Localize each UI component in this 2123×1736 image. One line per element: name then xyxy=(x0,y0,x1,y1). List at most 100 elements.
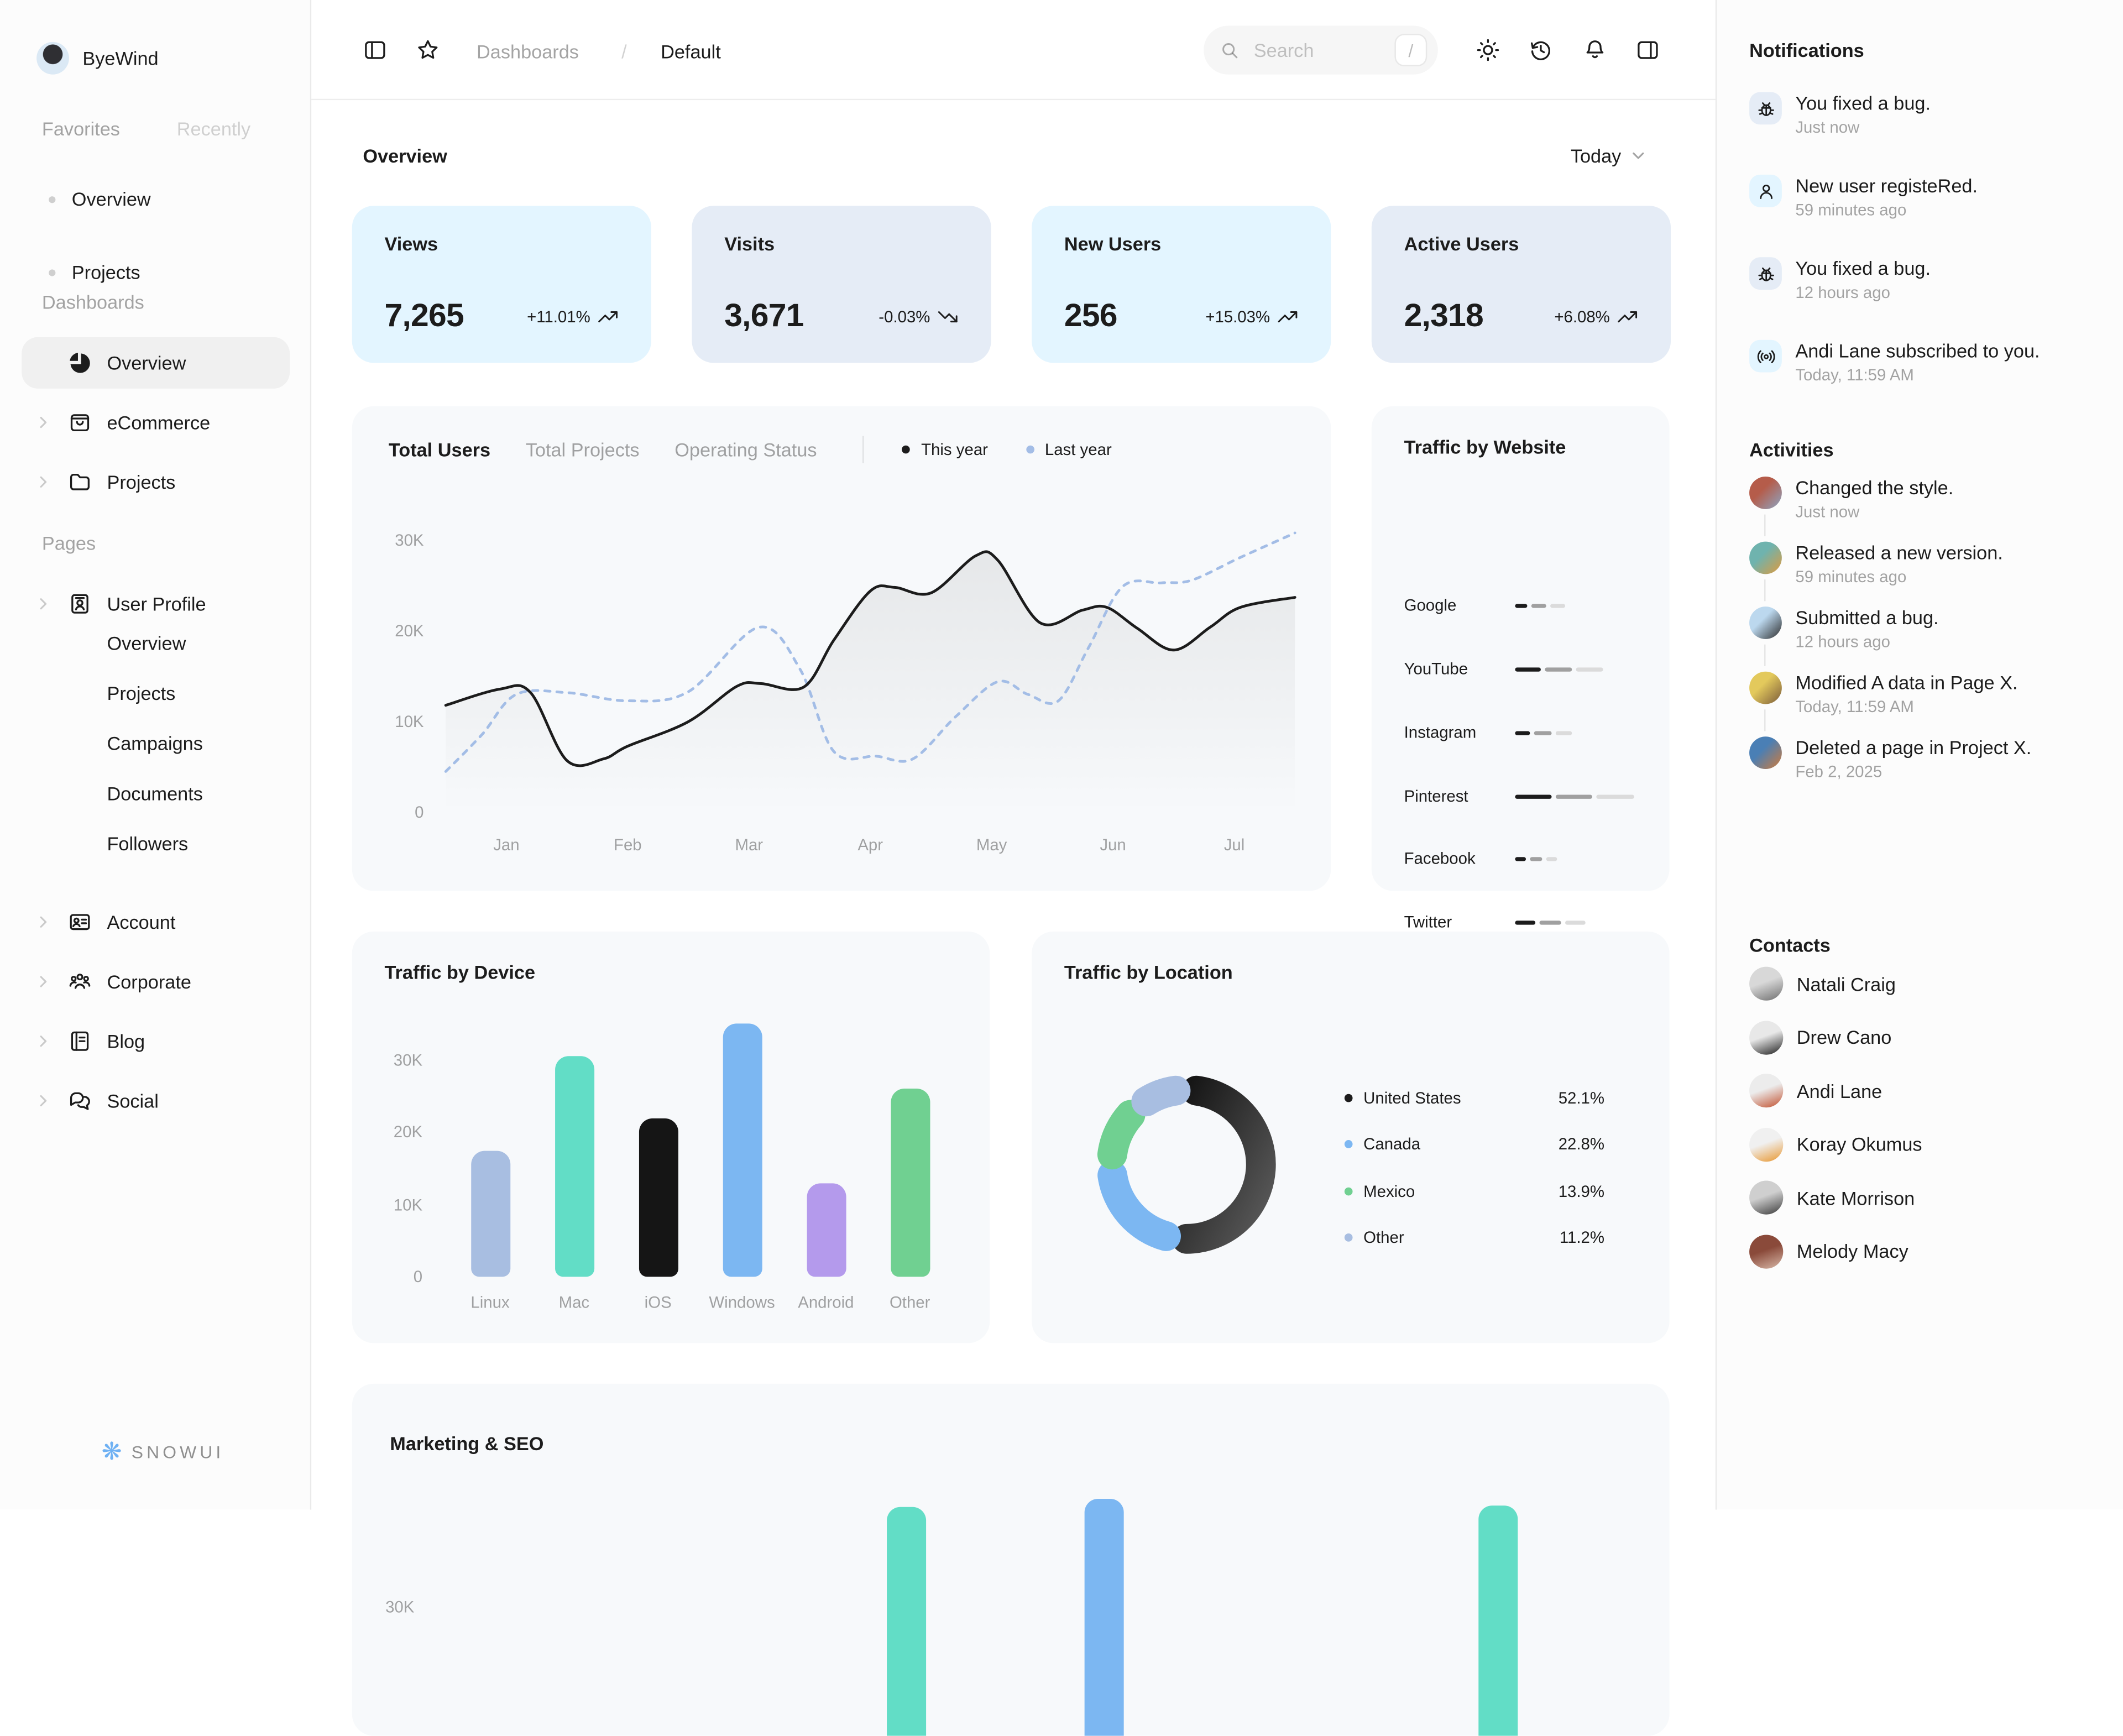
chevron-right-icon xyxy=(34,413,61,432)
activity-text: Submitted a bug. 12 hours ago xyxy=(1795,606,1938,651)
contact-item[interactable]: Melody Macy xyxy=(1749,1234,2092,1268)
website-name: Facebook xyxy=(1404,849,1476,868)
contact-item[interactable]: Andi Lane xyxy=(1749,1074,2092,1108)
activity-time: Feb 2, 2025 xyxy=(1795,762,1883,782)
x-tick-label: Feb xyxy=(614,836,642,854)
activity-item[interactable]: Modified A data in Page X. Today, 11:59 A… xyxy=(1749,671,2092,717)
sidebar-item-blog[interactable]: Blog xyxy=(22,1016,290,1067)
notifications-header: Notifications xyxy=(1749,39,1864,61)
breadcrumb-page[interactable]: Default xyxy=(661,40,721,62)
traffic-bar-segment xyxy=(1515,856,1526,861)
theme-toggle-icon[interactable] xyxy=(1476,38,1500,62)
legend-dot xyxy=(902,445,911,454)
traffic-bar-segment xyxy=(1539,920,1561,924)
notification-time: 12 hours ago xyxy=(1795,283,1890,302)
chart-tab-operating-status[interactable]: Operating Status xyxy=(674,438,817,461)
trend-down-icon xyxy=(937,306,959,327)
website-row-instagram[interactable]: Instagram xyxy=(1404,719,1643,746)
contact-name: Koray Okumus xyxy=(1796,1133,1922,1155)
x-tick-label: iOS xyxy=(644,1293,672,1313)
website-row-twitter[interactable]: Twitter xyxy=(1404,908,1643,935)
sidebar-item-projects[interactable]: Projects xyxy=(22,253,290,291)
people-group-icon xyxy=(67,969,95,994)
period-dropdown[interactable]: Today xyxy=(1571,145,1648,166)
panel-title: Traffic by Device xyxy=(384,961,536,983)
stat-card-delta: +11.01% xyxy=(527,306,619,327)
website-row-pinterest[interactable]: Pinterest xyxy=(1404,783,1643,810)
sidebar-subitem-followers[interactable]: Followers xyxy=(107,833,189,855)
stat-card-value-row: 7,265 +11.01% xyxy=(385,298,619,336)
sidebar-subitem-campaigns[interactable]: Campaigns xyxy=(107,732,203,755)
history-icon[interactable] xyxy=(1529,38,1553,62)
x-tick-label: Mar xyxy=(735,836,763,854)
sidebar-section-label: Pages xyxy=(41,532,96,554)
activity-item[interactable]: Changed the style. Just now xyxy=(1749,477,2092,521)
user-account[interactable]: ByeWind xyxy=(36,41,159,75)
search-box[interactable]: / xyxy=(1204,25,1438,75)
x-tick-label: Android xyxy=(798,1293,854,1313)
chart-tab-total-users[interactable]: Total Users xyxy=(388,438,491,461)
contact-item[interactable]: Drew Cano xyxy=(1749,1020,2092,1054)
sidebar-subitem-projects[interactable]: Projects xyxy=(107,682,176,704)
marketing-seo-panel: Marketing & SEO 30K xyxy=(352,1383,1670,1736)
sidebar-item-account[interactable]: Account xyxy=(22,896,290,948)
website-row-google[interactable]: Google xyxy=(1404,592,1643,619)
sidebar-item-overview[interactable]: Overview xyxy=(22,180,290,218)
sidebar-subitem-overview[interactable]: Overview xyxy=(107,632,186,654)
stat-card-delta-text: +6.08% xyxy=(1554,307,1610,327)
sidebar-subitem-documents[interactable]: Documents xyxy=(107,782,203,804)
x-tick-label: Linux xyxy=(470,1293,510,1313)
contact-name: Drew Cano xyxy=(1796,1026,1892,1048)
website-row-youtube[interactable]: YouTube xyxy=(1404,655,1643,682)
chart-tab-total-projects[interactable]: Total Projects xyxy=(525,438,640,461)
x-tick-label: May xyxy=(976,836,1007,854)
sidebar-item-ecommerce[interactable]: eCommerce xyxy=(22,397,290,448)
website-row-facebook[interactable]: Facebook xyxy=(1404,845,1643,872)
website-name: Google xyxy=(1404,595,1457,615)
sidebar-item-corporate[interactable]: Corporate xyxy=(22,956,290,1007)
notification-item[interactable]: You fixed a bug. Just now xyxy=(1749,92,2092,137)
notification-item[interactable]: New user registeRed. 59 minutes ago xyxy=(1749,174,2092,219)
stat-card-visits: Visits 3,671 -0.03% xyxy=(692,206,991,363)
sidebar-toggle-icon[interactable] xyxy=(363,38,387,62)
activity-title: Submitted a bug. xyxy=(1795,606,1939,629)
star-favorite-icon[interactable] xyxy=(416,38,440,62)
last-year-line xyxy=(444,531,1296,773)
right-panel-toggle-icon[interactable] xyxy=(1635,38,1660,62)
website-name: Instagram xyxy=(1404,723,1477,742)
contact-item[interactable]: Kate Morrison xyxy=(1749,1180,2092,1215)
contact-item[interactable]: Koray Okumus xyxy=(1749,1127,2092,1162)
stat-card-delta-text: +11.01% xyxy=(527,307,590,327)
sidebar-item-label: Overview xyxy=(107,352,186,374)
bullet-dot-icon xyxy=(49,195,56,203)
chevron-right-icon xyxy=(34,1091,61,1110)
activity-item[interactable]: Released a new version. 59 minutes ago xyxy=(1749,541,2092,586)
sidebar-item-user-profile[interactable]: User Profile xyxy=(22,578,290,630)
search-input[interactable] xyxy=(1251,38,1384,62)
avatar xyxy=(1749,541,1782,574)
x-tick-label: Jan xyxy=(493,836,519,854)
contact-item[interactable]: Natali Craig xyxy=(1749,966,2092,1001)
sidebar-tab-favorites[interactable]: Favorites xyxy=(41,118,120,140)
notifications-bell-icon[interactable] xyxy=(1583,38,1607,62)
bug-icon xyxy=(1749,257,1782,290)
website-name: Twitter xyxy=(1404,912,1452,932)
notification-item[interactable]: You fixed a bug. 12 hours ago xyxy=(1749,257,2092,302)
traffic-bar-segment xyxy=(1596,794,1634,798)
activity-item[interactable]: Submitted a bug. 12 hours ago xyxy=(1749,606,2092,651)
notification-item[interactable]: Andi Lane subscribed to you. Today, 11:59… xyxy=(1749,339,2092,385)
sidebar-item-label: Overview xyxy=(71,188,151,210)
sidebar-item-overview[interactable]: Overview xyxy=(22,337,290,389)
sidebar-tab-recently[interactable]: Recently xyxy=(176,118,251,140)
y-tick-label: 10K xyxy=(395,713,424,731)
location-name: Canada xyxy=(1363,1134,1421,1154)
activity-item[interactable]: Deleted a page in Project X. Feb 2, 2025 xyxy=(1749,736,2092,781)
sidebar-item-projects[interactable]: Projects xyxy=(22,456,290,508)
sidebar-item-social[interactable]: Social xyxy=(22,1075,290,1126)
sidebar-item-label: Corporate xyxy=(107,970,191,993)
traffic-bar-segment xyxy=(1515,730,1530,735)
website-traffic-bars xyxy=(1515,667,1603,671)
stat-card-value: 7,265 xyxy=(384,297,464,334)
breadcrumb-section[interactable]: Dashboards xyxy=(477,40,579,62)
stat-card-delta-text: +15.03% xyxy=(1205,307,1270,327)
